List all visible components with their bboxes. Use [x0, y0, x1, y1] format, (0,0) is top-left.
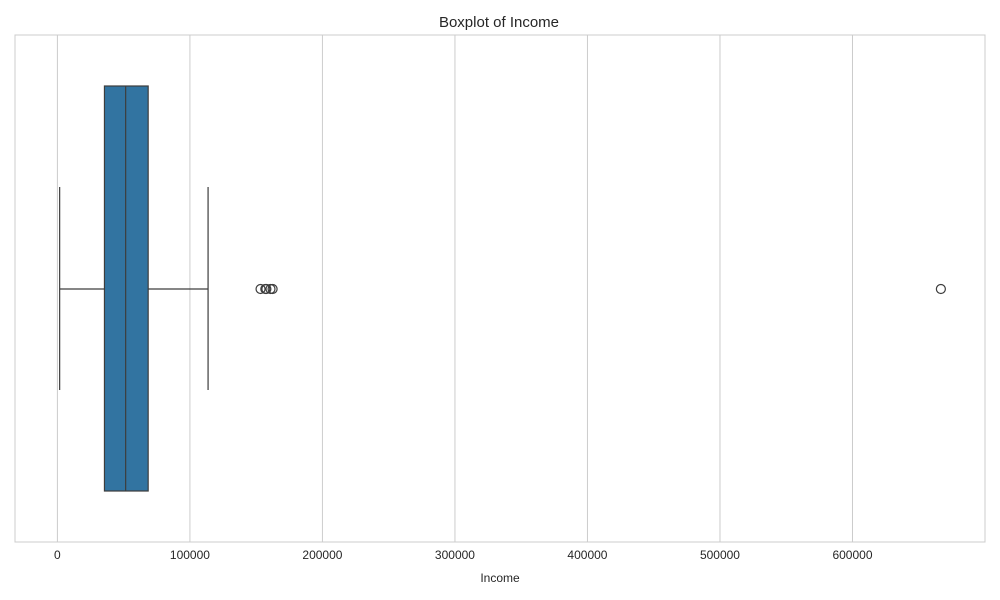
x-axis-label: Income — [480, 571, 520, 585]
x-tick-label: 100000 — [170, 548, 210, 562]
iqr-box — [103, 85, 149, 492]
plot-frame — [14, 34, 986, 543]
outlier-point — [261, 283, 272, 295]
x-tick-label: 400000 — [567, 548, 607, 562]
outlier-point — [255, 283, 266, 295]
x-tick-label: 0 — [54, 548, 61, 562]
x-tick-label: 600000 — [832, 548, 872, 562]
chart-title: Boxplot of Income — [439, 14, 559, 31]
x-tick-label: 300000 — [435, 548, 475, 562]
box-element — [59, 85, 946, 492]
x-tick-label: 200000 — [302, 548, 342, 562]
outlier-point — [267, 283, 278, 295]
grid-lines — [56, 35, 853, 542]
x-tick-label: 500000 — [700, 548, 740, 562]
x-tick-labels: 0 100000 200000 300000 400000 500000 600000 — [54, 548, 873, 562]
outlier-point — [935, 283, 946, 295]
